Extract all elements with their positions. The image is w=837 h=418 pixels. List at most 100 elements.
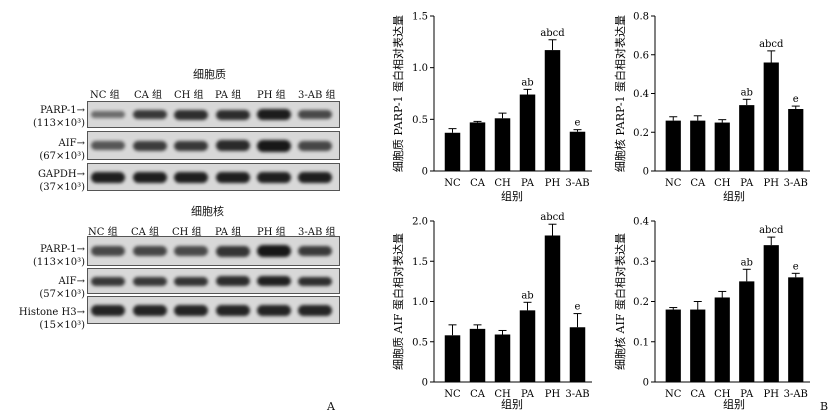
x-tick-label: PH bbox=[764, 389, 780, 400]
blot-label-parp1-nuc: PARP-1→ (113×10³) bbox=[32, 244, 85, 268]
blot-band bbox=[216, 305, 250, 316]
lane-label: NC 组 bbox=[90, 90, 120, 101]
blot-band bbox=[257, 276, 291, 286]
x-axis-title: 组别 bbox=[723, 397, 745, 411]
significance-label: e bbox=[575, 302, 581, 313]
y-tick-label: 0.4 bbox=[633, 217, 649, 228]
y-tick-label: 0.4 bbox=[633, 89, 649, 100]
significance-label: ab bbox=[741, 87, 753, 98]
significance-label: ab bbox=[741, 257, 753, 268]
significance-label: ab bbox=[521, 77, 533, 88]
bar bbox=[665, 120, 681, 171]
blot-band bbox=[257, 245, 291, 257]
blot-band bbox=[216, 140, 250, 151]
x-tick-label: CA bbox=[470, 389, 486, 400]
blot-band bbox=[216, 246, 250, 257]
bar bbox=[714, 297, 730, 382]
blot-band bbox=[133, 110, 167, 119]
bar bbox=[544, 50, 561, 171]
blot-band bbox=[298, 141, 332, 151]
blot-label-parp1-cyto: PARP-1→ (113×10³) bbox=[32, 105, 85, 129]
x-tick-label: 3-AB bbox=[565, 178, 589, 189]
x-tick-label: CA bbox=[470, 178, 486, 189]
x-axis-title: 组别 bbox=[723, 189, 745, 203]
y-tick-label: 0 bbox=[422, 378, 428, 389]
bar bbox=[739, 105, 755, 171]
y-tick-label: 0 bbox=[422, 167, 428, 178]
bar bbox=[690, 120, 706, 171]
bar bbox=[665, 309, 681, 382]
bar bbox=[519, 94, 536, 171]
blot-band bbox=[91, 246, 125, 256]
y-tick-label: 0.8 bbox=[633, 12, 649, 23]
panel-letter-b: B bbox=[820, 400, 829, 413]
blot-band bbox=[257, 140, 291, 152]
x-tick-label: NC bbox=[444, 389, 461, 400]
bar bbox=[469, 328, 486, 382]
bar bbox=[444, 132, 461, 171]
blot-band bbox=[216, 110, 250, 120]
x-tick-label: CA bbox=[690, 389, 706, 400]
lane-label: NC 组 bbox=[88, 227, 118, 238]
blot-band bbox=[257, 305, 291, 316]
blot-label-aif-cyto: AIF→ (67×10³) bbox=[39, 138, 85, 162]
y-tick-label: 0.1 bbox=[633, 337, 649, 348]
x-tick-label: NC bbox=[665, 389, 682, 400]
significance-label: abcd bbox=[540, 212, 565, 223]
blot-strip-parp1-nuc bbox=[87, 236, 340, 266]
y-axis-title: 细胞质 AIF 蛋白相对表达量 bbox=[391, 233, 405, 370]
x-tick-label: 3-AB bbox=[565, 389, 589, 400]
significance-label: abcd bbox=[759, 39, 784, 50]
blot-band bbox=[91, 111, 125, 118]
x-axis-title: 组别 bbox=[501, 397, 523, 411]
x-tick-label: CH bbox=[714, 178, 731, 189]
panel-letter-a: A bbox=[327, 400, 335, 413]
x-tick-label: CH bbox=[494, 389, 511, 400]
blot-band bbox=[174, 110, 208, 120]
blot-band bbox=[298, 305, 332, 316]
bar bbox=[690, 309, 706, 382]
lane-label: PA 组 bbox=[215, 227, 242, 238]
blot-band bbox=[298, 277, 332, 286]
lane-label: CH 组 bbox=[172, 227, 202, 238]
blot-band bbox=[174, 172, 208, 183]
blot-band bbox=[174, 141, 208, 151]
blot-band bbox=[133, 305, 167, 316]
blot-band bbox=[174, 305, 208, 316]
lane-label: CA 组 bbox=[134, 90, 163, 101]
y-tick-label: 0.3 bbox=[633, 257, 649, 268]
x-tick-label: PA bbox=[740, 178, 754, 189]
blot-band bbox=[91, 277, 125, 286]
y-tick-label: 2.0 bbox=[412, 217, 428, 228]
blot-strip-aif-cyto bbox=[87, 131, 340, 160]
x-tick-label: PA bbox=[740, 389, 754, 400]
x-tick-label: PA bbox=[521, 178, 535, 189]
significance-label: ab bbox=[521, 290, 533, 301]
bar bbox=[788, 277, 804, 382]
blot-band bbox=[91, 305, 125, 316]
blot-band bbox=[298, 246, 332, 256]
significance-label: e bbox=[575, 118, 581, 129]
bar bbox=[494, 118, 511, 171]
bar bbox=[714, 122, 730, 171]
lane-label: PA 组 bbox=[215, 90, 242, 101]
x-tick-label: CH bbox=[714, 389, 731, 400]
x-tick-label: PH bbox=[545, 389, 561, 400]
y-tick-label: 1.0 bbox=[412, 297, 428, 308]
y-tick-label: 0 bbox=[643, 167, 649, 178]
y-tick-label: 0.5 bbox=[412, 115, 428, 126]
blot-band bbox=[216, 276, 250, 286]
x-tick-label: NC bbox=[665, 178, 682, 189]
blot-band bbox=[133, 277, 167, 286]
blot-band bbox=[174, 246, 208, 256]
blot-band bbox=[133, 172, 167, 183]
blot-band bbox=[133, 246, 167, 256]
blot-band bbox=[133, 141, 167, 151]
y-axis-title: 细胞核 AIF 蛋白相对表达量 bbox=[613, 233, 627, 370]
blot-label-histone-h3: Histone H3→ (15×10³) bbox=[18, 307, 85, 331]
y-tick-label: 1.5 bbox=[412, 257, 428, 268]
x-tick-label: PH bbox=[764, 178, 780, 189]
blot-strip-histone-h3 bbox=[87, 296, 340, 324]
x-axis-title: 组别 bbox=[501, 189, 523, 203]
